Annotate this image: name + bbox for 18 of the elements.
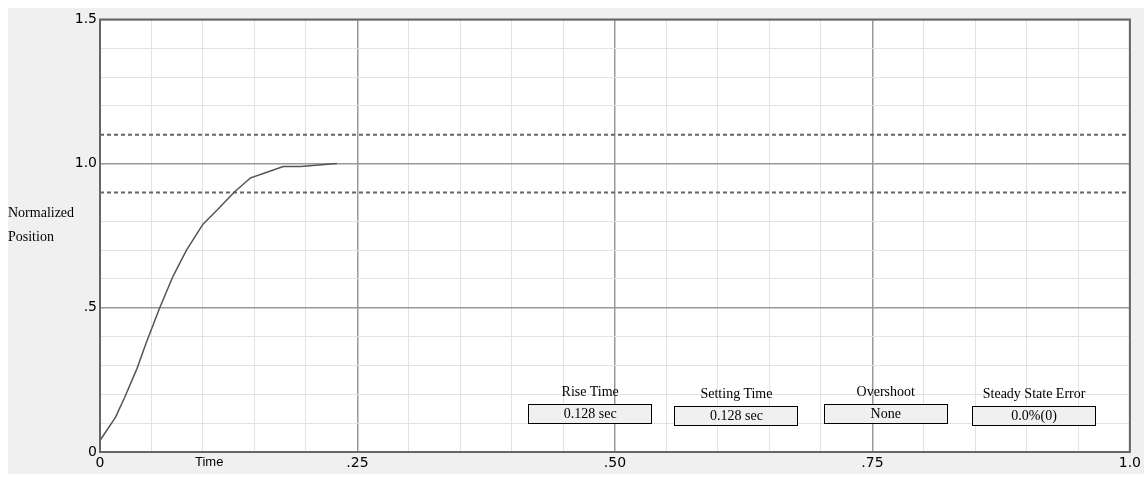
x-tick-label: .75	[861, 454, 884, 471]
text-field: None	[823, 404, 948, 424]
x-tick-label: .50	[603, 454, 627, 471]
y-tick-label: 1.0	[74, 154, 97, 171]
x-tick-label: 1.0	[1118, 454, 1141, 471]
text-field: 0.0%(0)	[972, 406, 1097, 426]
annotation: Rise Time	[560, 383, 620, 401]
y-tick-label: .5	[83, 298, 97, 315]
text-field: 0.128 sec	[528, 404, 653, 424]
annotation: Setting Time	[699, 385, 774, 403]
annotation: Steady State Error	[981, 385, 1087, 403]
x-tick-label: .25	[346, 454, 369, 471]
y-axis-title: Normalized Position	[8, 204, 75, 244]
text-field: 0.128 sec	[674, 406, 799, 426]
annotation: Overshoot	[855, 383, 916, 401]
x-axis-title: Time	[194, 453, 224, 469]
y-tick-label: 0	[88, 442, 97, 459]
y-tick-label: 1.5	[74, 10, 97, 27]
